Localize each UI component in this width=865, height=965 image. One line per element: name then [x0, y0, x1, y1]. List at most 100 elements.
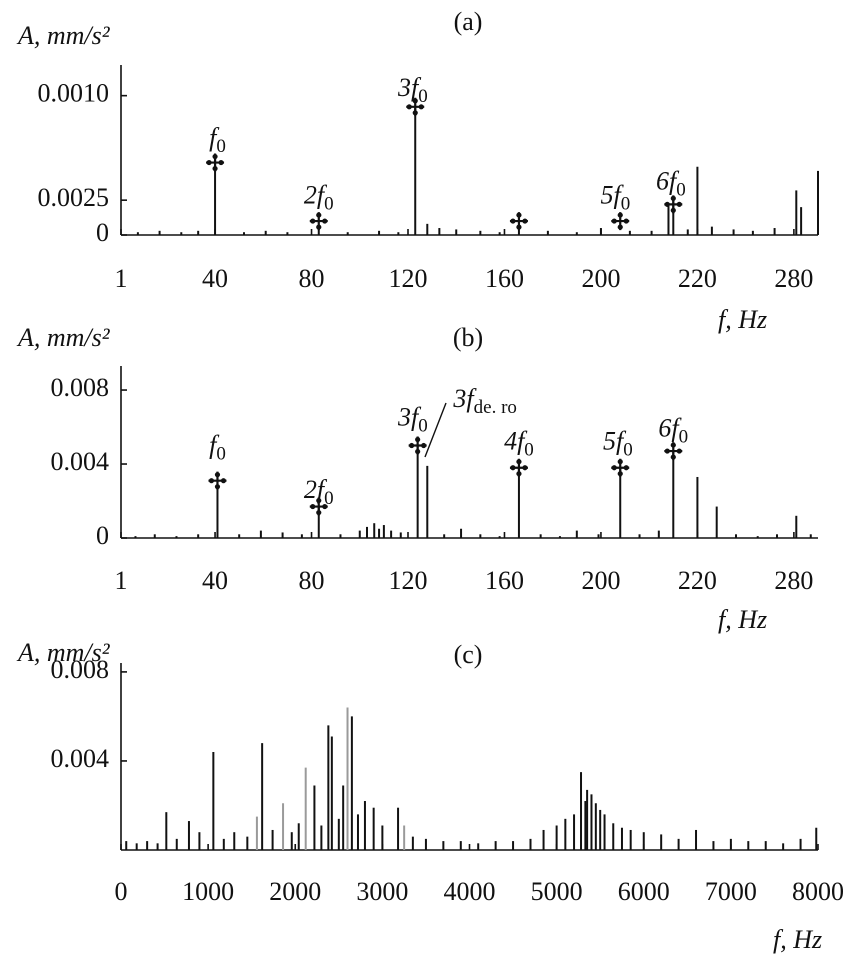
harmonic-label: 6f0 [656, 166, 686, 200]
harmonic-subscript: 0 [621, 194, 631, 215]
x-tick-label: 80 [299, 264, 325, 293]
y-tick-label: 0.004 [51, 744, 110, 773]
marker-dot [670, 454, 676, 460]
harmonic-subscript: 0 [418, 416, 428, 437]
harmonic-subscript: 0 [524, 440, 534, 461]
marker-dot [623, 218, 629, 224]
marker-dot [516, 471, 522, 477]
harmonic-name: f [209, 430, 220, 459]
x-tick-label: 200 [581, 264, 620, 293]
peak-marker [206, 153, 225, 172]
harmonic-subscript: 0 [679, 427, 689, 448]
harmonic-label: 5f0 [603, 427, 633, 461]
harmonic-name: 3f [397, 403, 422, 432]
marker-dot [516, 459, 522, 465]
x-tick-label: 1 [115, 566, 128, 595]
x-tick-label: 5000 [531, 877, 583, 906]
marker-dot [415, 436, 421, 443]
marker-dot [214, 472, 221, 478]
harmonic-name: 5f [603, 427, 627, 456]
y-tick-label: 0.008 [51, 655, 110, 684]
x-tick-label: 8000 [792, 877, 844, 906]
harmonic-name: 2f [304, 475, 328, 504]
peak-marker [509, 212, 528, 231]
marker-dot [316, 509, 322, 516]
marker-dot [418, 104, 424, 110]
peak-marker [309, 497, 328, 516]
harmonic-subscript: 0 [324, 488, 334, 509]
panel-title: (b) [453, 323, 483, 352]
x-tick-label: 160 [485, 264, 524, 293]
harmonic-subscript: 0 [216, 137, 226, 158]
harmonic-label: 3fde. ro [452, 384, 517, 418]
harmonic-subscript: de. ro [474, 397, 517, 418]
marker-dot [611, 465, 617, 471]
x-tick-label: 4000 [444, 877, 496, 906]
marker-dot [206, 159, 212, 166]
marker-dot [522, 218, 528, 224]
x-tick-label: 220 [678, 566, 717, 595]
marker-dot [310, 503, 316, 510]
x-tick-label: 3000 [356, 877, 408, 906]
y-tick-label: 0.004 [51, 447, 110, 476]
marker-dot [322, 503, 328, 510]
marker-dot [676, 448, 682, 454]
panel-title: (c) [454, 640, 483, 669]
x-tick-label: 280 [774, 566, 813, 595]
y-tick-label: 0 [96, 218, 109, 247]
harmonic-subscript: 0 [216, 444, 226, 465]
harmonic-label: f0 [209, 430, 226, 464]
marker-dot [409, 442, 415, 449]
harmonic-subscript: 0 [324, 194, 334, 215]
marker-dot [212, 165, 218, 172]
harmonic-name: 3f [452, 384, 477, 413]
harmonic-name: 4f [504, 427, 528, 456]
y-axis-label: A, mm/s² [16, 21, 111, 50]
x-tick-label: 160 [485, 566, 524, 595]
harmonic-label: 6f0 [658, 414, 688, 448]
x-tick-label: 220 [678, 264, 717, 293]
peak-marker [611, 212, 630, 231]
y-tick-label: 0.0025 [38, 183, 110, 212]
x-tick-label: 280 [774, 264, 813, 293]
marker-dot [522, 465, 528, 471]
x-tick-label: 80 [299, 566, 325, 595]
x-tick-label: 120 [389, 264, 428, 293]
harmonic-subscript: 0 [623, 440, 633, 461]
harmonic-name: 3f [397, 73, 422, 102]
leader-line [424, 402, 447, 458]
harmonic-name: 2f [304, 180, 328, 209]
x-tick-label: 40 [202, 566, 228, 595]
peak-marker [208, 471, 227, 490]
marker-dot [676, 201, 682, 207]
x-tick-label: 6000 [618, 877, 670, 906]
x-tick-label: 2000 [269, 877, 321, 906]
peak-marker [309, 212, 328, 231]
marker-dot [208, 478, 215, 484]
marker-dot [664, 201, 670, 207]
marker-dot [412, 110, 418, 116]
peak-marker [664, 442, 683, 461]
harmonic-label: 3f0 [397, 73, 428, 107]
marker-dot [322, 218, 328, 224]
marker-dot [516, 212, 522, 218]
x-tick-label: 1000 [182, 877, 234, 906]
marker-dot [412, 98, 418, 104]
marker-dot [212, 153, 218, 160]
harmonic-label: f0 [209, 123, 226, 157]
peak-marker [509, 458, 528, 477]
marker-dot [214, 484, 221, 490]
marker-dot [316, 224, 322, 230]
y-axis-label: A, mm/s² [16, 323, 111, 352]
marker-dot [623, 465, 629, 471]
x-tick-label: 7000 [705, 877, 757, 906]
harmonic-subscript: 0 [676, 180, 686, 201]
y-tick-label: 0 [96, 521, 109, 550]
x-axis-label: f, Hz [773, 925, 822, 954]
panel-title: (a) [454, 7, 483, 36]
marker-dot [220, 478, 227, 484]
marker-dot [218, 159, 224, 166]
marker-dot [415, 448, 421, 455]
marker-dot [316, 212, 322, 218]
